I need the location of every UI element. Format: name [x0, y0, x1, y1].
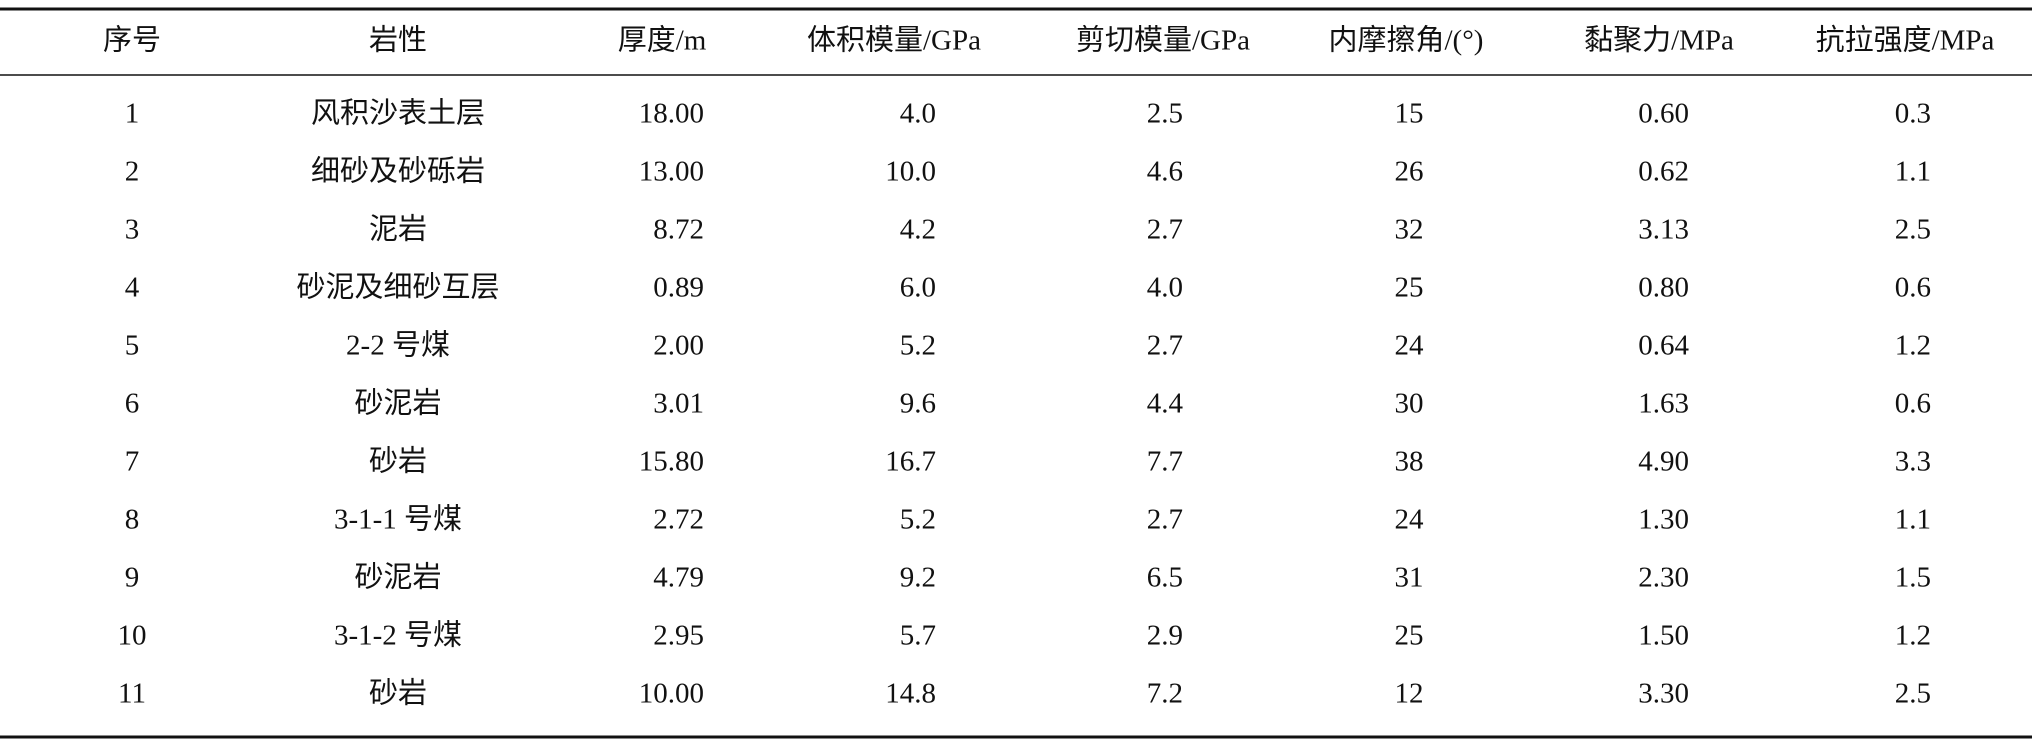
table-cell: 2.95	[653, 620, 704, 652]
table-cell: 24	[1395, 504, 1425, 536]
table-cell: 7.2	[1147, 678, 1183, 710]
table-cell: 砂岩	[369, 445, 427, 478]
table-cell: 25	[1395, 272, 1424, 304]
header-cell: 序号	[103, 24, 161, 57]
table-cell: 10.0	[885, 156, 936, 188]
table-cell: 30	[1395, 388, 1424, 420]
table-cell: 1.1	[1895, 156, 1931, 188]
table-cell: 15.80	[639, 446, 704, 478]
table-cell: 2.72	[653, 504, 704, 536]
table-cell: 24	[1395, 330, 1425, 362]
table-cell: 2.30	[1638, 562, 1689, 594]
table-cell: 4.90	[1638, 446, 1689, 478]
table-cell: 3.3	[1895, 446, 1931, 478]
table-cell: 风积沙表土层	[311, 97, 485, 130]
table-cell: 8.72	[653, 214, 704, 246]
table-cell: 2.7	[1147, 214, 1183, 246]
header-cell: 剪切模量/GPa	[1076, 24, 1250, 57]
table-cell: 4.0	[900, 98, 936, 130]
table-cell: 砂岩	[369, 677, 427, 710]
table-cell: 26	[1395, 156, 1424, 188]
header-cell: 厚度/m	[618, 24, 707, 57]
table-cell: 8	[125, 504, 140, 536]
table-cell: 5.2	[900, 504, 936, 536]
table-cell: 砂泥岩	[354, 387, 441, 420]
table-cell: 2.7	[1147, 504, 1183, 536]
table-cell: 3-1-2 号煤	[334, 619, 462, 652]
table-cell: 16.7	[885, 446, 936, 478]
table-cell: 1.1	[1895, 504, 1931, 536]
table-cell: 6.0	[900, 272, 936, 304]
table-cell: 9	[125, 562, 140, 594]
table-cell: 2.9	[1147, 620, 1183, 652]
table-cell: 3.01	[653, 388, 704, 420]
table-cell: 1.5	[1895, 562, 1931, 594]
table-cell: 0.62	[1638, 156, 1689, 188]
header-cell: 内摩擦角/(°)	[1329, 24, 1484, 57]
table-cell: 11	[118, 678, 146, 710]
table-cell: 6	[125, 388, 140, 420]
table-cell: 砂泥及细砂互层	[296, 271, 499, 304]
table-cell: 0.89	[653, 272, 704, 304]
table-cell: 38	[1395, 446, 1424, 478]
table-cell: 25	[1395, 620, 1424, 652]
table-cell: 0.6	[1895, 272, 1931, 304]
table-cell: 3	[125, 214, 140, 246]
table-cell: 2.7	[1147, 330, 1183, 362]
table-cell: 4.0	[1147, 272, 1183, 304]
table-cell: 10.00	[639, 678, 704, 710]
header-cell: 体积模量/GPa	[807, 24, 981, 57]
table-cell: 32	[1395, 214, 1424, 246]
table-cell: 3-1-1 号煤	[334, 503, 462, 536]
table-cell: 15	[1395, 98, 1424, 130]
table-cell: 7	[125, 446, 140, 478]
table-cell: 31	[1395, 562, 1424, 594]
table-cell: 2.5	[1147, 98, 1183, 130]
table-cell: 4.4	[1147, 388, 1184, 420]
table-cell: 4.2	[900, 214, 936, 246]
table-cell: 2.00	[653, 330, 704, 362]
table-cell: 3.13	[1638, 214, 1689, 246]
table-cell: 14.8	[885, 678, 936, 710]
table-cell: 9.2	[900, 562, 936, 594]
table-cell: 6.5	[1147, 562, 1183, 594]
table-cell: 2-2 号煤	[346, 329, 450, 362]
table-cell: 细砂及砂砾岩	[311, 155, 485, 188]
table-cell: 4.79	[653, 562, 704, 594]
header-cell: 黏聚力/MPa	[1584, 24, 1734, 57]
table-cell: 4.6	[1147, 156, 1183, 188]
table-cell: 2.5	[1895, 678, 1931, 710]
table-cell: 10	[118, 620, 147, 652]
table-cell: 0.64	[1638, 330, 1689, 362]
table-cell: 泥岩	[369, 213, 427, 246]
table-cell: 1.63	[1638, 388, 1689, 420]
table-cell: 0.80	[1638, 272, 1689, 304]
table-cell: 1.50	[1638, 620, 1689, 652]
table-cell: 0.3	[1895, 98, 1931, 130]
table-cell: 5	[125, 330, 140, 362]
table-cell: 1	[125, 98, 140, 130]
table-cell: 1.2	[1895, 620, 1931, 652]
table-cell: 2	[125, 156, 140, 188]
table-cell: 12	[1395, 678, 1424, 710]
table-cell: 5.7	[900, 620, 936, 652]
table-cell: 1.2	[1895, 330, 1931, 362]
table-cell: 0.60	[1638, 98, 1689, 130]
table-cell: 2.5	[1895, 214, 1931, 246]
table-cell: 5.2	[900, 330, 936, 362]
table-cell: 1.30	[1638, 504, 1689, 536]
header-cell: 抗拉强度/MPa	[1816, 24, 1995, 57]
table-cell: 13.00	[639, 156, 704, 188]
table-cell: 7.7	[1147, 446, 1183, 478]
table-cell: 砂泥岩	[354, 561, 441, 594]
table-cell: 4	[125, 272, 140, 304]
table-body: 序号 岩性 厚度/m 体积模量/GPa 剪切模量/GPa 内摩擦角/(°) 黏聚力/MPa 抗…	[103, 24, 1995, 710]
table-cell: 3.30	[1638, 678, 1689, 710]
header-cell: 岩性	[369, 24, 427, 57]
table-cell: 0.6	[1895, 388, 1931, 420]
table-cell: 18.00	[639, 98, 704, 130]
table-cell: 9.6	[900, 388, 936, 420]
